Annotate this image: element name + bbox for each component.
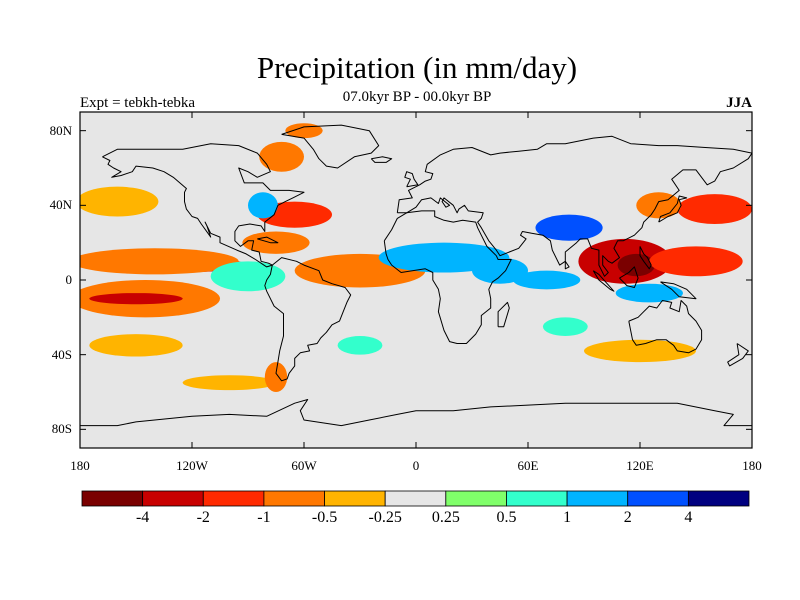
coastline-south-america	[264, 257, 352, 382]
axis-ticks	[79, 112, 753, 448]
anomaly-southern-ocean-dry	[182, 375, 276, 391]
coastline-new-zealand	[727, 343, 749, 367]
anomaly-field	[80, 123, 752, 393]
coastline-philippines	[639, 246, 652, 270]
anomaly-western-pacific-dry	[649, 246, 743, 277]
coastline-antarctica	[80, 399, 752, 427]
anomaly-australia-south-dry	[584, 339, 696, 363]
coastline-greenland	[281, 124, 380, 169]
colorbar-swatch	[202, 490, 265, 507]
lon-tick-label: 0	[412, 458, 420, 473]
colorbar-swatch	[445, 490, 507, 507]
anomaly-north-pacific-west-dry	[677, 194, 752, 224]
coastline-madagascar	[497, 301, 510, 328]
experiment-label: Expt = tebkh-tebka	[80, 95, 196, 111]
anomaly-north-pacific-dry	[80, 186, 159, 217]
lat-tick-label: 40N	[49, 197, 72, 213]
anomaly-east-africa-wet	[472, 257, 528, 284]
colorbar	[81, 490, 750, 507]
colorbar-swatch	[142, 490, 204, 507]
anomaly-philippines-core-dry	[617, 253, 655, 277]
lat-tick-label: 0	[65, 272, 73, 287]
coastline-north-america	[102, 143, 305, 268]
anomaly-patagonia-dry	[264, 362, 288, 393]
lat-tick-label: 80N	[49, 122, 72, 138]
coastline-sumatra	[592, 270, 615, 292]
anomaly-indian-ocean-wet	[513, 270, 581, 290]
anomaly-central-america-wet-outer	[210, 261, 286, 292]
anomaly-indonesia-wet	[615, 283, 683, 303]
lat-tick-label: 40S	[51, 346, 72, 362]
coastline-iceland	[370, 156, 393, 163]
lon-tick-label: 180	[742, 458, 762, 473]
coastline-africa	[383, 210, 512, 344]
lon-tick-label: 180	[70, 458, 90, 473]
colorbar-label: 0.5	[496, 509, 517, 526]
coastline-cuba	[257, 236, 279, 244]
figure-title: Precipitation (in mm/day)	[256, 50, 578, 85]
coastline-japan	[658, 195, 688, 223]
colorbar-swatch	[384, 490, 447, 507]
lon-tick-label: 60E	[517, 458, 539, 473]
coastline-borneo	[619, 266, 639, 288]
anomaly-eastern-us-wet	[247, 192, 278, 219]
colorbar-swatch	[81, 490, 144, 507]
coastline-british-isles	[404, 171, 419, 188]
lat-tick-label: 80S	[51, 421, 72, 437]
colorbar-label: -4	[135, 509, 150, 526]
figure-subtitle: 07.0kyr BP - 00.0kyr BP	[342, 89, 492, 105]
colorbar-swatch	[566, 490, 629, 507]
colorbar-label: 2	[623, 509, 632, 526]
coastline-australia	[628, 300, 703, 354]
colorbar-swatch	[324, 490, 386, 507]
anomaly-tropical-east-pacific-north-dry-outer	[80, 248, 239, 275]
lon-tick-label: 120E	[626, 458, 654, 473]
coastline-eurasia	[396, 135, 752, 277]
anomaly-south-america-wet	[337, 336, 383, 355]
anomaly-asian-monsoon-wet	[535, 214, 603, 241]
lon-tick-label: 60W	[291, 458, 317, 473]
anomaly-greenland-dry	[259, 141, 304, 172]
colorbar-label: 1	[563, 509, 572, 526]
anomaly-east-asia-dry	[636, 192, 682, 219]
coastline-new-guinea	[660, 281, 697, 300]
colorbar-swatch	[506, 490, 568, 507]
anomaly-south-pacific-dry-core	[89, 293, 183, 305]
colorbar-swatch	[687, 490, 750, 507]
colorbar-label: -1	[257, 509, 271, 526]
anomaly-south-pacific-low-dry	[89, 334, 183, 357]
season-label: JJA	[726, 95, 752, 111]
colorbar-label: 4	[684, 509, 693, 526]
coastlines	[80, 124, 752, 427]
colorbar-label: -0.5	[311, 509, 338, 526]
anomaly-south-indian-wet	[542, 317, 588, 336]
colorbar-label: 0.25	[431, 509, 460, 526]
map-background	[80, 112, 752, 448]
lon-tick-label: 120W	[176, 458, 208, 473]
colorbar-swatch	[627, 490, 689, 507]
colorbar-label: -0.25	[368, 509, 402, 526]
colorbar-swatch	[263, 490, 325, 507]
coastline-sri-lanka	[564, 261, 570, 270]
colorbar-label: -2	[196, 509, 210, 526]
